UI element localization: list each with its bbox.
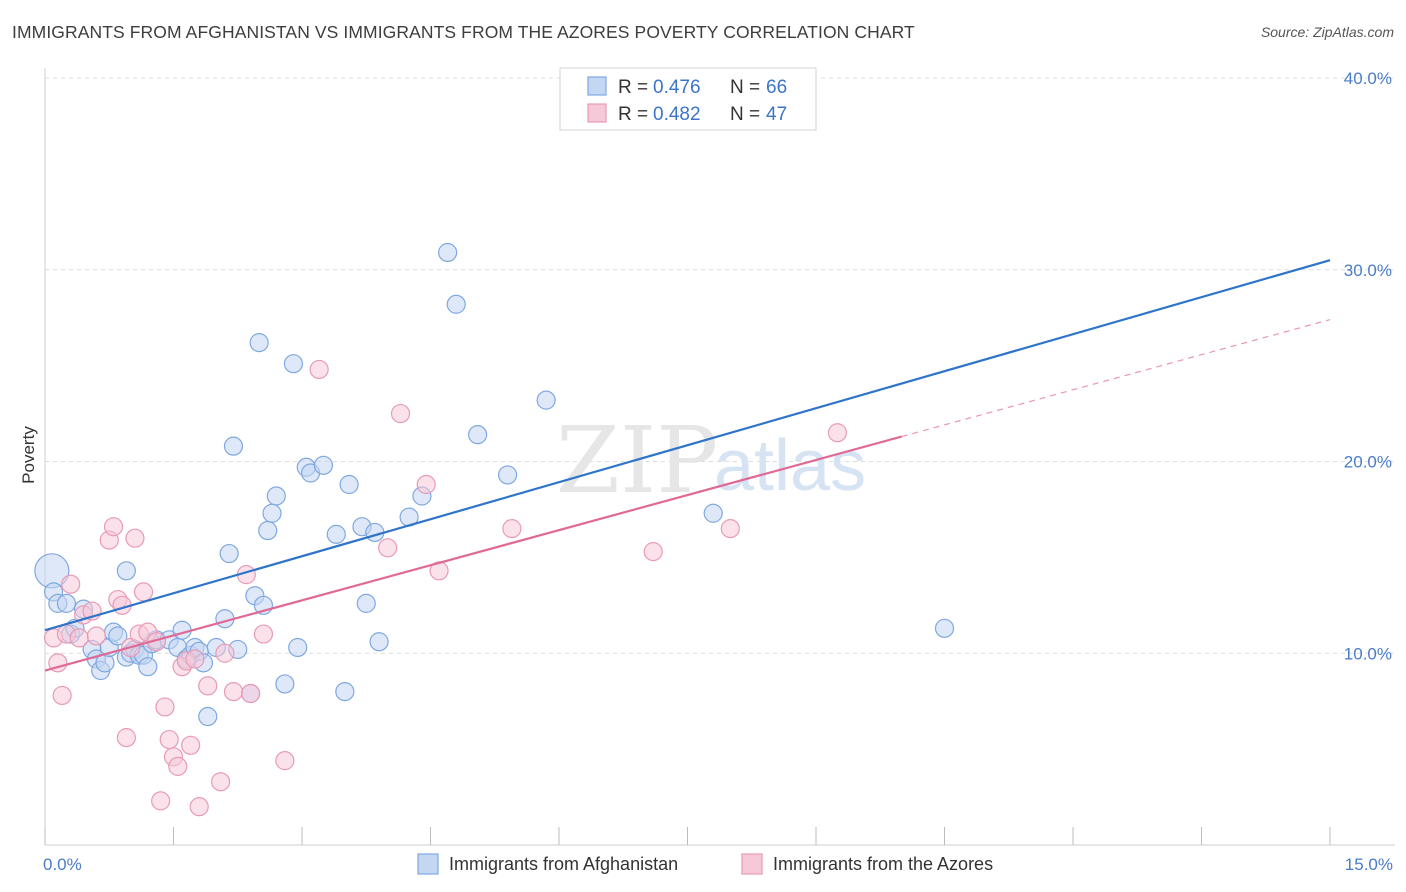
point-afghanistan: [446, 294, 466, 314]
point-azores: [309, 359, 329, 380]
point-azores: [189, 797, 209, 817]
trend-line-azores-extension: [901, 319, 1331, 438]
point-afghanistan: [258, 520, 278, 541]
point-azores: [390, 403, 411, 424]
point-azores: [185, 649, 205, 669]
point-afghanistan: [288, 637, 308, 658]
point-afghanistan: [536, 390, 556, 410]
x-tick-label: 15.0%: [1345, 855, 1393, 874]
point-azores: [720, 519, 740, 539]
point-azores: [211, 772, 231, 792]
point-afghanistan: [116, 561, 136, 581]
point-afghanistan: [438, 242, 458, 263]
y-tick-label: 20.0%: [1344, 453, 1392, 472]
point-afghanistan: [56, 593, 77, 613]
legend-n-value-azores: 47: [766, 104, 787, 125]
tick-labels: 10.0% 20.0% 30.0% 40.0% 0.0% 15.0%: [43, 69, 1393, 874]
point-azores: [827, 423, 848, 443]
point-afghanistan: [313, 455, 334, 475]
point-afghanistan: [339, 474, 359, 495]
point-azores: [69, 628, 89, 648]
point-afghanistan: [356, 593, 376, 613]
point-afghanistan: [468, 425, 488, 445]
point-afghanistan: [326, 524, 346, 544]
y-axis-label: Poverty: [19, 426, 38, 484]
point-afghanistan: [249, 333, 269, 353]
point-afghanistan: [275, 674, 295, 694]
point-afghanistan: [498, 465, 518, 485]
point-azores: [502, 519, 522, 539]
point-afghanistan: [369, 632, 389, 652]
point-azores: [86, 626, 107, 646]
series-azores-points: [43, 359, 848, 817]
point-azores: [181, 735, 201, 755]
point-afghanistan: [223, 436, 244, 456]
point-azores: [215, 643, 235, 663]
trend-line-azores: [44, 435, 902, 672]
point-afghanistan: [266, 486, 286, 506]
point-azores: [198, 676, 218, 696]
point-azores: [155, 697, 175, 717]
point-afghanistan: [262, 503, 282, 523]
axes: [44, 68, 1395, 846]
stats-legend: R = 0.476 N = 66 R = 0.482 N = 47: [559, 67, 817, 131]
legend-swatch-afghanistan: [587, 76, 607, 96]
point-afghanistan: [108, 626, 128, 646]
y-tick-label: 40.0%: [1344, 69, 1392, 88]
point-azores: [133, 582, 154, 602]
series-legend-label-azores: Immigrants from the Azores: [773, 854, 993, 874]
trend-line-afghanistan: [44, 259, 1331, 632]
point-afghanistan: [335, 681, 355, 702]
legend-swatch-azores: [587, 103, 607, 123]
point-azores: [151, 791, 171, 811]
point-afghanistan: [703, 503, 723, 523]
chart-title: IMMIGRANTS FROM AFGHANISTAN VS IMMIGRANT…: [12, 22, 915, 42]
x-tick-label: 0.0%: [43, 855, 82, 874]
point-afghanistan: [138, 657, 158, 677]
series-legend-swatch-afghanistan: [417, 853, 439, 875]
point-azores: [61, 574, 81, 594]
point-azores: [416, 474, 436, 495]
point-azores: [168, 756, 188, 776]
chart-source: Source: ZipAtlas.com: [1260, 24, 1394, 40]
legend-r-label-afghanistan: R =: [618, 77, 648, 98]
point-afghanistan: [283, 354, 304, 374]
point-azores: [125, 528, 145, 548]
legend-r-label-azores: R =: [618, 104, 648, 125]
legend-n-value-afghanistan: 66: [766, 77, 787, 98]
legend-n-label-azores: N =: [730, 104, 760, 125]
point-azores: [253, 624, 274, 644]
series-legend-label-afghanistan: Immigrants from Afghanistan: [449, 854, 678, 874]
point-afghanistan: [198, 706, 218, 727]
point-azores: [52, 685, 72, 706]
point-afghanistan: [934, 618, 955, 638]
watermark: ZIP atlas: [556, 407, 866, 514]
point-azores: [378, 538, 398, 558]
legend-r-value-azores: 0.482: [653, 104, 701, 125]
legend-r-value-afghanistan: 0.476: [653, 77, 701, 98]
point-azores: [116, 728, 136, 748]
point-afghanistan: [219, 543, 239, 564]
point-azores: [241, 683, 261, 704]
y-tick-label: 30.0%: [1344, 261, 1392, 280]
point-azores: [643, 542, 663, 562]
point-azores: [159, 729, 179, 750]
series-legend: Immigrants from Afghanistan Immigrants f…: [417, 853, 993, 875]
legend-n-label-afghanistan: N =: [730, 77, 760, 98]
y-tick-label: 10.0%: [1344, 644, 1392, 663]
point-azores: [223, 681, 244, 702]
series-legend-swatch-azores: [741, 853, 763, 875]
trend-lines: [44, 259, 1331, 672]
point-azores: [103, 517, 124, 537]
point-azores: [275, 751, 295, 771]
